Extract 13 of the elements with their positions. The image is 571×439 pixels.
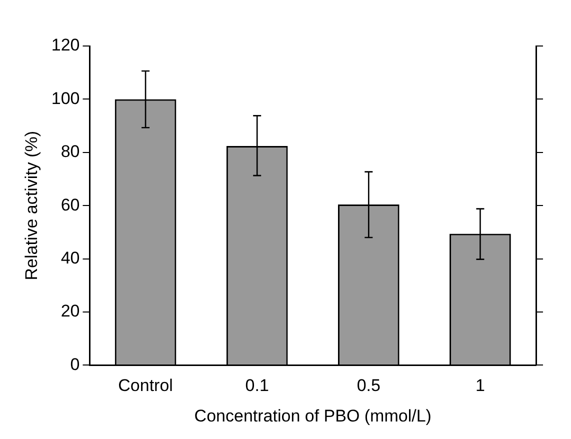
y-tick-label: 60 — [60, 195, 80, 214]
y-tick-label: 80 — [60, 142, 80, 162]
x-tick-label: Control — [118, 376, 173, 396]
x-tick-label: 0.5 — [356, 376, 380, 396]
y-tick-label: 40 — [60, 248, 80, 268]
y-axis-title: Relative activity (%) — [22, 130, 41, 280]
x-axis-title: Concentration of PBO (mmol/L) — [194, 406, 432, 426]
y-tick-label: 20 — [60, 302, 80, 321]
y-tick-label: 120 — [51, 36, 80, 55]
y-tick-label: 0 — [70, 354, 80, 374]
y-tick-label: 100 — [51, 88, 80, 108]
x-tick-label: 0.1 — [245, 376, 269, 396]
x-tick-label: 1 — [475, 376, 485, 396]
